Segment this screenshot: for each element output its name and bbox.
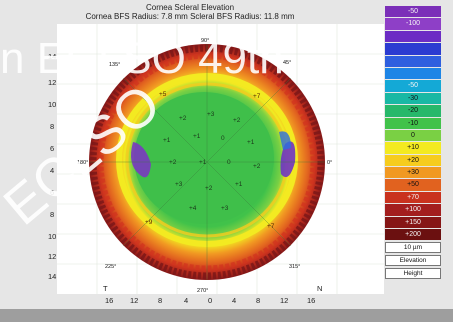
y-tick: 10 bbox=[48, 100, 57, 109]
svg-text:+7: +7 bbox=[267, 223, 275, 230]
x-tick: 4 bbox=[232, 296, 237, 305]
meridians bbox=[89, 44, 325, 280]
x-tick: 16 bbox=[105, 296, 114, 305]
legend-swatch: +150 bbox=[385, 216, 441, 229]
y-tick: 14 bbox=[48, 272, 57, 281]
legend-swatch: -30 bbox=[385, 92, 441, 105]
svg-text:180°: 180° bbox=[77, 160, 88, 166]
legend-mode-button[interactable]: Elevation bbox=[385, 255, 441, 267]
legend-unit: 10 µm bbox=[385, 242, 441, 254]
legend-swatch bbox=[385, 55, 441, 67]
svg-text:+1: +1 bbox=[163, 137, 171, 144]
svg-text:0: 0 bbox=[227, 159, 231, 166]
legend-swatch: +30 bbox=[385, 167, 441, 179]
elevation-map[interactable]: +2+3+2 +1+1 0+1 +2 +1 0+2 +3+2+1 +4 +3 +5 +7 … bbox=[57, 24, 384, 294]
legend-measure-button[interactable]: Height bbox=[385, 268, 441, 280]
legend-swatch: -20 bbox=[385, 105, 441, 117]
svg-text:270°: 270° bbox=[197, 288, 208, 294]
y-tick: 14 bbox=[48, 52, 57, 61]
svg-text:135°: 135° bbox=[109, 62, 120, 68]
x-tick: 12 bbox=[280, 296, 289, 305]
y-tick: 8 bbox=[50, 210, 55, 219]
svg-text:+7: +7 bbox=[253, 93, 261, 100]
svg-text:+1: +1 bbox=[193, 133, 201, 140]
legend-swatch: +100 bbox=[385, 204, 441, 216]
legend-swatch: 0 bbox=[385, 129, 441, 142]
y-tick: 4 bbox=[50, 166, 55, 175]
x-tick: 4 bbox=[184, 296, 189, 305]
legend-swatch: -100 bbox=[385, 18, 441, 30]
svg-text:+2: +2 bbox=[233, 117, 241, 124]
x-tick: 0 bbox=[208, 296, 213, 305]
svg-text:+1: +1 bbox=[199, 159, 207, 166]
color-scale-legend: -50 -100 -50 -30 -20 -10 0 +10 +20 +30 +50 +70 +100 +… bbox=[385, 6, 441, 280]
map-title: Cornea Scleral Elevation bbox=[145, 3, 235, 12]
svg-text:+2: +2 bbox=[253, 163, 261, 170]
svg-text:0: 0 bbox=[221, 135, 225, 142]
legend-swatch: -50 bbox=[385, 6, 441, 18]
value-labels: +2+3+2 +1+1 0+1 +2 +1 0+2 +3+2+1 +4 +3 +5 +7 … bbox=[145, 91, 275, 230]
legend-swatch: -50 bbox=[385, 80, 441, 92]
svg-text:315°: 315° bbox=[289, 264, 300, 270]
y-tick: 6 bbox=[50, 144, 55, 153]
map-subtitle: Cornea BFS Radius: 7.8 mm Scleral BFS Ra… bbox=[85, 12, 295, 21]
x-tick: 8 bbox=[158, 296, 163, 305]
axis-letter-right: N bbox=[317, 284, 323, 293]
legend-swatch: +10 bbox=[385, 142, 441, 154]
legend-swatch: +70 bbox=[385, 191, 441, 204]
svg-text:+3: +3 bbox=[175, 181, 183, 188]
svg-text:0°: 0° bbox=[327, 160, 332, 166]
svg-text:+3: +3 bbox=[207, 111, 215, 118]
legend-swatch: +50 bbox=[385, 179, 441, 191]
legend-swatch: -10 bbox=[385, 117, 441, 129]
legend-swatch: +20 bbox=[385, 154, 441, 167]
y-tick: 12 bbox=[48, 252, 57, 261]
svg-text:90°: 90° bbox=[201, 38, 209, 44]
x-tick: 12 bbox=[130, 296, 139, 305]
x-tick: 8 bbox=[256, 296, 261, 305]
legend-swatch bbox=[385, 30, 441, 43]
legend-swatch bbox=[385, 67, 441, 80]
degree-labels: 90° 0° 180° 270° 45° 135° 225° 315° bbox=[77, 38, 332, 294]
y-tick: 10 bbox=[48, 232, 57, 241]
y-tick: 12 bbox=[48, 78, 57, 87]
legend-swatch: +200 bbox=[385, 229, 441, 241]
svg-text:+2: +2 bbox=[179, 115, 187, 122]
y-tick: 6 bbox=[50, 188, 55, 197]
svg-text:45°: 45° bbox=[283, 60, 291, 66]
svg-text:+2: +2 bbox=[205, 185, 213, 192]
svg-text:+2: +2 bbox=[169, 159, 177, 166]
bottom-shadow bbox=[0, 309, 453, 322]
svg-text:+5: +5 bbox=[159, 91, 167, 98]
legend-swatch bbox=[385, 43, 441, 55]
svg-text:+1: +1 bbox=[235, 181, 243, 188]
svg-text:225°: 225° bbox=[105, 264, 116, 270]
axis-letter-left: T bbox=[103, 284, 108, 293]
x-tick: 16 bbox=[307, 296, 316, 305]
svg-text:+3: +3 bbox=[221, 205, 229, 212]
y-tick: 8 bbox=[50, 122, 55, 131]
svg-text:+4: +4 bbox=[189, 205, 197, 212]
svg-text:+1: +1 bbox=[247, 139, 255, 146]
svg-text:+9: +9 bbox=[145, 219, 153, 226]
